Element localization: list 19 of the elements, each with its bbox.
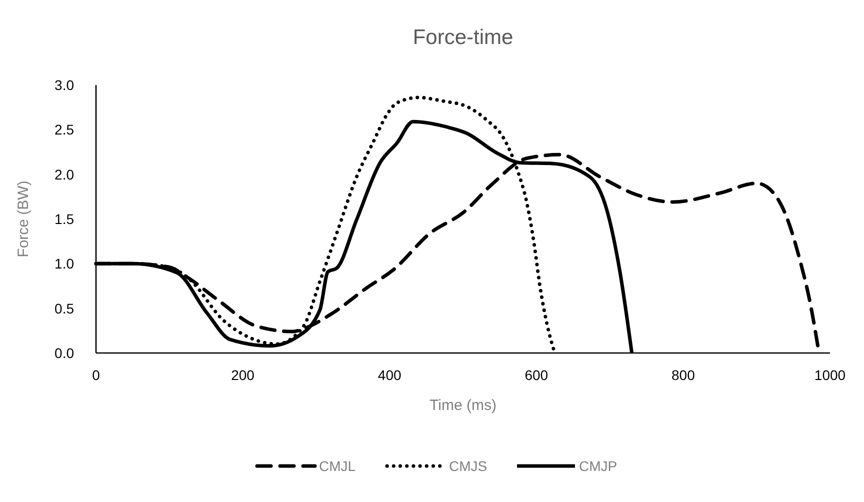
x-tick-label: 600 bbox=[524, 367, 548, 383]
y-tick-label: 0.0 bbox=[54, 345, 74, 361]
x-tick-label: 200 bbox=[231, 367, 255, 383]
x-tick-label: 1000 bbox=[814, 367, 846, 383]
x-tick-label: 0 bbox=[92, 367, 100, 383]
x-tick-label: 800 bbox=[672, 367, 696, 383]
y-tick-label: 2.5 bbox=[54, 122, 74, 138]
legend-label: CMJS bbox=[449, 458, 488, 474]
y-tick-label: 3.0 bbox=[54, 77, 74, 93]
legend-label: CMJL bbox=[319, 458, 356, 474]
y-tick-label: 1.5 bbox=[54, 211, 74, 227]
x-axis-title: Time (ms) bbox=[430, 397, 496, 414]
y-tick-label: 1.0 bbox=[54, 256, 74, 272]
legend-label: CMJP bbox=[579, 458, 618, 474]
y-tick-label: 0.5 bbox=[54, 300, 74, 316]
y-axis-title: Force (BW) bbox=[15, 180, 32, 258]
y-tick-label: 2.0 bbox=[54, 166, 74, 182]
chart-title: Force-time bbox=[412, 26, 514, 49]
x-tick-label: 400 bbox=[378, 367, 402, 383]
